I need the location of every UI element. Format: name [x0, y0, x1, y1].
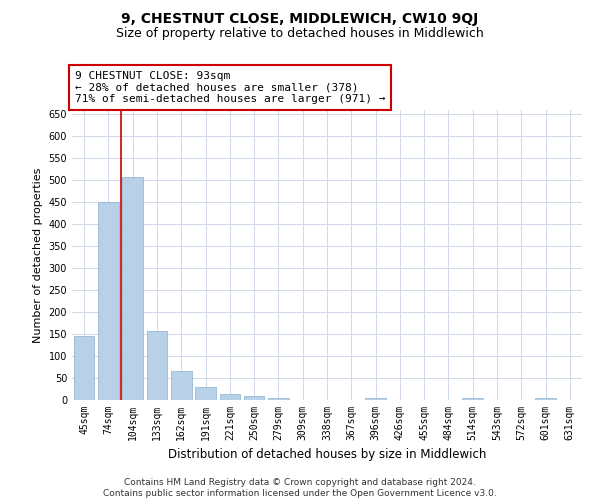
Bar — [535, 398, 556, 400]
Text: Contains HM Land Registry data © Crown copyright and database right 2024.
Contai: Contains HM Land Registry data © Crown c… — [103, 478, 497, 498]
Bar — [220, 394, 240, 400]
Bar — [195, 387, 216, 400]
Bar — [122, 177, 143, 400]
Bar — [171, 372, 191, 400]
Bar — [268, 398, 289, 400]
Bar — [244, 396, 265, 400]
Bar — [98, 202, 119, 400]
Y-axis label: Number of detached properties: Number of detached properties — [33, 168, 43, 342]
Bar — [463, 398, 483, 400]
Bar — [74, 336, 94, 400]
Text: 9 CHESTNUT CLOSE: 93sqm
← 28% of detached houses are smaller (378)
71% of semi-d: 9 CHESTNUT CLOSE: 93sqm ← 28% of detache… — [74, 71, 385, 104]
X-axis label: Distribution of detached houses by size in Middlewich: Distribution of detached houses by size … — [168, 448, 486, 462]
Bar — [365, 398, 386, 400]
Text: 9, CHESTNUT CLOSE, MIDDLEWICH, CW10 9QJ: 9, CHESTNUT CLOSE, MIDDLEWICH, CW10 9QJ — [121, 12, 479, 26]
Text: Size of property relative to detached houses in Middlewich: Size of property relative to detached ho… — [116, 28, 484, 40]
Bar — [146, 330, 167, 400]
